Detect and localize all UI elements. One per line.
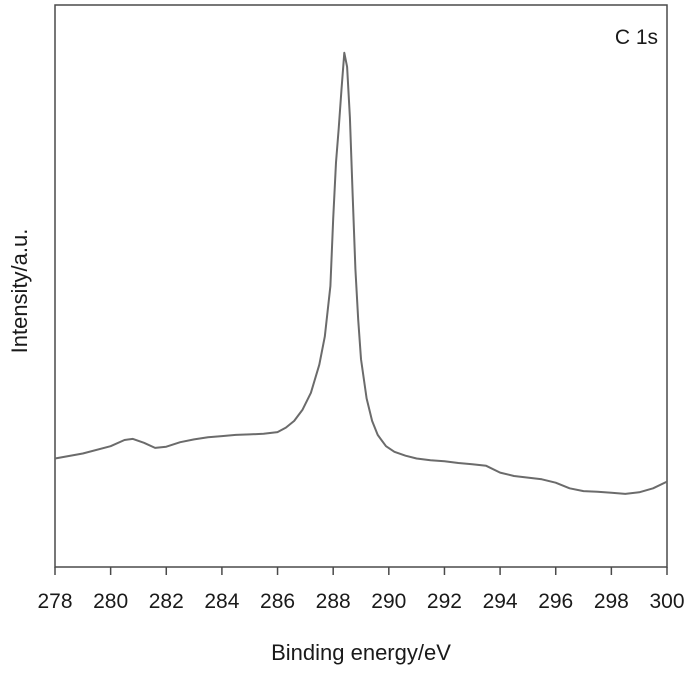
x-axis-ticks bbox=[54, 567, 668, 575]
x-tick-label: 294 bbox=[483, 590, 518, 613]
x-tick-label: 296 bbox=[538, 590, 573, 613]
x-tick-label: 290 bbox=[371, 590, 406, 613]
x-tick-label: 286 bbox=[260, 590, 295, 613]
plot-frame bbox=[54, 4, 668, 568]
annotation-label: C 1s bbox=[615, 26, 658, 49]
y-axis-title: Intensity/a.u. bbox=[7, 229, 32, 354]
x-tick-label: 282 bbox=[149, 590, 184, 613]
x-tick-label: 284 bbox=[204, 590, 239, 613]
x-tick-label: 298 bbox=[594, 590, 629, 613]
x-tick-label: 288 bbox=[316, 590, 351, 613]
x-tick-label: 292 bbox=[427, 590, 462, 613]
x-tick-label: 300 bbox=[649, 590, 684, 613]
x-tick-label: 278 bbox=[37, 590, 72, 613]
x-tick-label: 280 bbox=[93, 590, 128, 613]
x-axis-title: Binding energy/eV bbox=[271, 640, 451, 665]
x-axis-tick-labels: 278 280 282 284 286 288 290 292 294 296 298 300 bbox=[37, 590, 684, 613]
series-line bbox=[54, 51, 668, 495]
